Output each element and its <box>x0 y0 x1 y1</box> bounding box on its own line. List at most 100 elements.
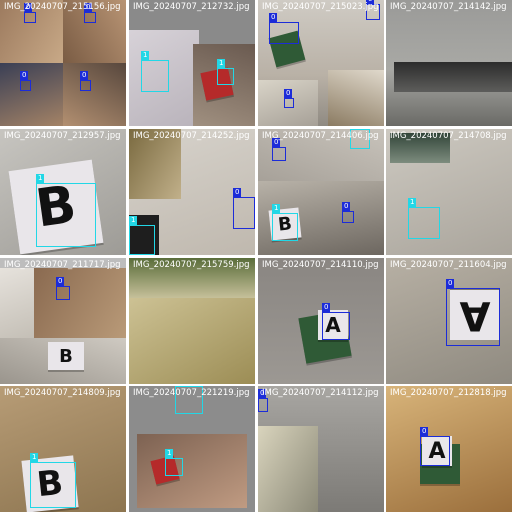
detection-box-class-1[interactable]: 1 <box>129 216 155 255</box>
image-tile[interactable]: IMG_20240707_215023.jpg 0 0 0 <box>258 0 384 126</box>
detection-box-class-0[interactable]: 0 <box>24 3 36 23</box>
detection-box-class-0[interactable]: 0 <box>322 303 350 340</box>
image-tile[interactable]: B IMG_20240707_214809.jpg 1 <box>0 386 126 512</box>
class-label: 0 <box>269 13 278 22</box>
letter-block-a: A <box>318 310 348 340</box>
photo-scene <box>129 258 255 384</box>
class-label: 0 <box>420 427 429 436</box>
photo-scene: B <box>258 129 384 255</box>
class-label: 1 <box>408 198 417 207</box>
image-filename: IMG_20240707_212957.jpg <box>4 131 121 141</box>
image-tile[interactable]: B IMG_20240707_214406.jpg 1 0 1 0 <box>258 129 384 255</box>
image-filename: IMG_20240707_215156.jpg <box>4 2 121 12</box>
photo-scene <box>129 386 255 512</box>
class-label: 1 <box>141 51 150 60</box>
image-filename: IMG_20240707_214142.jpg <box>390 2 507 12</box>
detection-box-class-1[interactable]: 1 <box>175 386 203 414</box>
photo-scene <box>258 386 384 512</box>
letter-block-b: B <box>48 342 84 370</box>
photo-scene: B <box>0 258 126 384</box>
block-letter: B <box>59 345 73 367</box>
class-label: 0 <box>322 303 331 312</box>
image-filename: IMG_20240707_215023.jpg <box>262 2 379 12</box>
class-label: 0 <box>366 0 375 4</box>
class-label: 1 <box>272 204 281 213</box>
photo-scene <box>258 0 384 126</box>
photo-scene: A <box>258 258 384 384</box>
image-tile[interactable]: IMG_20240707_214112.jpg 0 <box>258 386 384 512</box>
class-label: 0 <box>84 3 93 12</box>
image-tile[interactable]: IMG_20240707_214142.jpg <box>386 0 512 126</box>
class-label: 0 <box>342 202 351 211</box>
image-filename: IMG_20240707_221219.jpg <box>133 388 250 398</box>
photo-scene <box>386 129 512 255</box>
class-label: 0 <box>272 138 281 147</box>
detection-box-class-1[interactable]: 1 <box>350 129 370 149</box>
image-filename: IMG_20240707_214112.jpg <box>262 388 379 398</box>
detection-box-class-1[interactable]: 1 <box>141 51 169 92</box>
image-filename: IMG_20240707_214252.jpg <box>133 131 250 141</box>
photo-scene <box>386 0 512 126</box>
detection-box-class-1[interactable]: 1 <box>30 453 76 508</box>
photo-scene: B <box>0 129 126 255</box>
image-tile[interactable]: IMG_20240707_214252.jpg 0 1 <box>129 129 255 255</box>
class-label: 1 <box>165 449 174 458</box>
letter-block-a: A <box>422 436 452 466</box>
class-label: 1 <box>217 59 226 68</box>
class-label: 0 <box>20 71 29 80</box>
class-label: 0 <box>80 71 89 80</box>
image-filename: IMG_20240707_212732.jpg <box>133 2 250 12</box>
image-tile[interactable]: B IMG_20240707_211717.jpg 0 <box>0 258 126 384</box>
detection-box-class-0[interactable]: 0 <box>84 3 96 23</box>
class-label: 0 <box>233 188 242 197</box>
detection-box-class-1[interactable]: 1 <box>165 449 183 476</box>
image-filename: IMG_20240707_214110.jpg <box>262 260 379 270</box>
detection-box-class-0[interactable]: 0 <box>56 277 70 300</box>
image-filename: IMG_20240707_211717.jpg <box>4 260 121 270</box>
image-tile[interactable]: A IMG_20240707_211604.jpg 0 <box>386 258 512 384</box>
detection-box-class-0[interactable]: 0 <box>284 89 294 108</box>
detection-box-class-0[interactable]: 0 <box>342 202 354 223</box>
image-tile[interactable]: A IMG_20240707_214110.jpg 0 <box>258 258 384 384</box>
detection-box-class-0[interactable]: 0 <box>272 138 286 161</box>
class-label: 1 <box>129 216 138 225</box>
image-filename: IMG_20240707_212818.jpg <box>390 388 507 398</box>
block-letter: A <box>325 313 341 337</box>
class-label: 0 <box>446 279 455 288</box>
image-filename: IMG_20240707_215759.jpg <box>133 260 250 270</box>
image-tile[interactable]: B IMG_20240707_212957.jpg 1 <box>0 129 126 255</box>
class-label: 0 <box>258 389 267 398</box>
detection-box-class-0[interactable]: 0 <box>269 13 299 44</box>
class-label: 1 <box>36 174 45 183</box>
detection-box-class-0[interactable]: 0 <box>446 279 500 346</box>
image-tile[interactable]: IMG_20240707_215156.jpg 0 0 0 0 <box>0 0 126 126</box>
photo-scene <box>129 0 255 126</box>
image-filename: IMG_20240707_214708.jpg <box>390 131 507 141</box>
detection-box-class-1[interactable]: 1 <box>408 198 440 239</box>
class-label: 1 <box>30 453 39 462</box>
class-label: 0 <box>56 277 65 286</box>
detection-box-class-0[interactable]: 0 <box>258 389 268 412</box>
detection-box-class-0[interactable]: 0 <box>233 188 255 229</box>
class-label: 0 <box>284 89 293 98</box>
detection-box-class-1[interactable]: 1 <box>217 59 234 85</box>
image-filename: IMG_20240707_211604.jpg <box>390 260 507 270</box>
image-tile[interactable]: IMG_20240707_212732.jpg 1 1 <box>129 0 255 126</box>
image-tile[interactable]: IMG_20240707_214708.jpg 1 <box>386 129 512 255</box>
detection-box-class-0[interactable]: 0 <box>80 71 91 91</box>
image-tile[interactable]: IMG_20240707_221219.jpg 1 1 <box>129 386 255 512</box>
photo-scene <box>0 0 126 126</box>
detection-box-class-1[interactable]: 1 <box>36 174 96 247</box>
photo-scene: B <box>0 386 126 512</box>
block-letter: A <box>428 438 446 464</box>
detection-box-class-1[interactable]: 1 <box>272 204 298 241</box>
detection-box-class-0[interactable]: 0 <box>420 427 450 466</box>
image-tile[interactable]: A IMG_20240707_212818.jpg 0 <box>386 386 512 512</box>
image-tile[interactable]: IMG_20240707_215759.jpg <box>129 258 255 384</box>
image-filename: IMG_20240707_214406.jpg <box>262 131 379 141</box>
image-filename: IMG_20240707_214809.jpg <box>4 388 121 398</box>
detection-box-class-0[interactable]: 0 <box>366 0 380 20</box>
class-label: 0 <box>24 3 33 12</box>
detection-box-class-0[interactable]: 0 <box>20 71 31 91</box>
